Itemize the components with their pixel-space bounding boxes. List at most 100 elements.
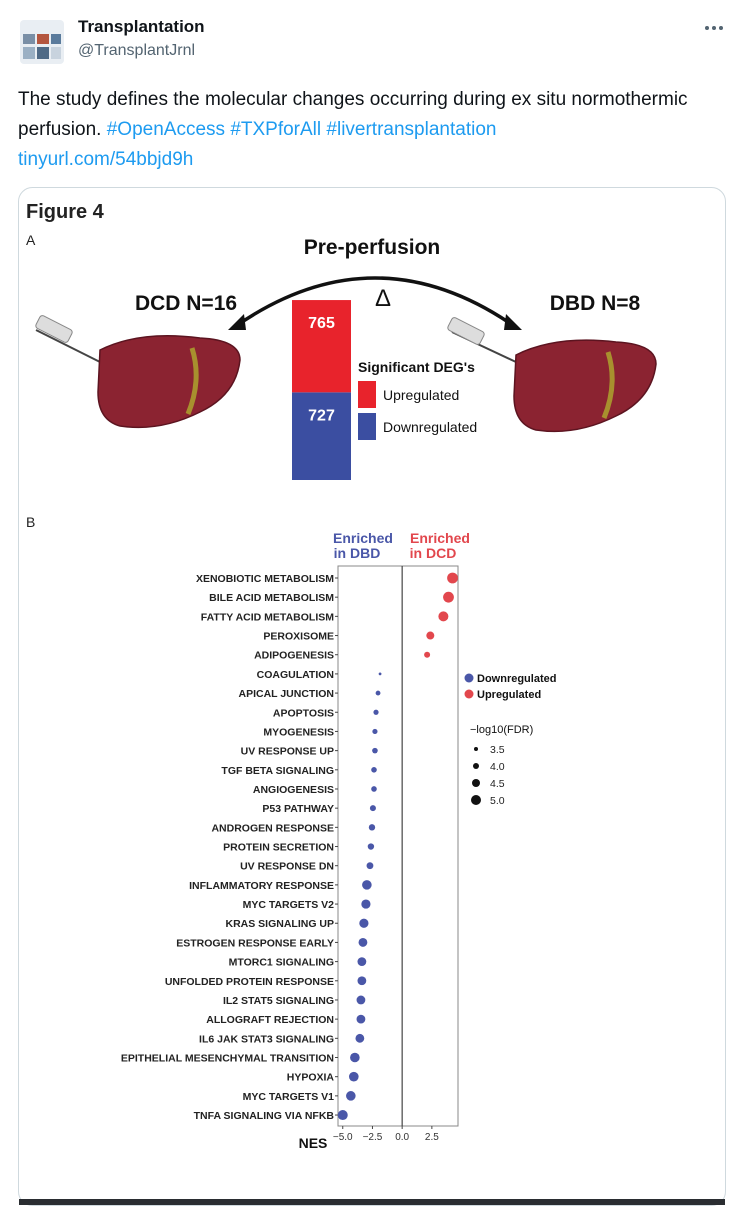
y-tick-label: XENOBIOTIC METABOLISM xyxy=(196,573,334,585)
hashtag[interactable]: #TXPforAll xyxy=(230,119,322,140)
media-bottom-bar xyxy=(19,1199,725,1205)
tweet-text: The study defines the molecular changes … xyxy=(18,85,733,175)
hashtag[interactable]: #OpenAccess xyxy=(106,119,226,140)
media-card xyxy=(18,187,726,1206)
y-tick-label: UV RESPONSE UP xyxy=(241,746,334,758)
size-legend-dot xyxy=(472,779,480,787)
y-tick-label: HYPOXIA xyxy=(287,1072,335,1084)
y-tick-label: IL2 STAT5 SIGNALING xyxy=(223,995,334,1007)
figure-title: Figure 4 xyxy=(26,201,105,223)
y-tick-label: P53 PATHWAY xyxy=(262,803,334,815)
panel-title: Pre-perfusion xyxy=(304,236,441,259)
avatar-tile xyxy=(37,47,49,59)
y-tick-label: BILE ACID METABOLISM xyxy=(209,592,334,604)
annotation: in DBD xyxy=(334,545,381,561)
legend-dot xyxy=(464,689,474,699)
dot xyxy=(359,918,369,928)
y-tick-label: EPITHELIAL MESENCHYMAL TRANSITION xyxy=(121,1053,334,1065)
dot xyxy=(371,767,377,773)
dot xyxy=(712,26,716,30)
dot xyxy=(367,843,375,850)
dot xyxy=(719,26,723,30)
link[interactable]: tinyurl.com/54bbjd9h xyxy=(18,149,194,170)
size-legend-dot xyxy=(474,747,478,751)
avatar-tile xyxy=(23,34,35,44)
y-tick-label: MYC TARGETS V1 xyxy=(243,1091,335,1103)
arrow-head xyxy=(228,314,246,330)
dot xyxy=(373,709,379,715)
y-tick-label: APOPTOSIS xyxy=(273,707,334,719)
y-tick-label: TNFA SIGNALING VIA NFKB xyxy=(194,1110,335,1122)
size-legend-dot xyxy=(471,795,481,805)
y-tick-label: ANDROGEN RESPONSE xyxy=(211,822,334,834)
hashtag[interactable]: #livertransplantation xyxy=(326,119,497,140)
dot xyxy=(447,572,458,584)
dot xyxy=(438,611,449,622)
barrel xyxy=(35,315,73,343)
author-handle[interactable]: @TransplantJrnl xyxy=(78,42,196,59)
dot xyxy=(355,1033,365,1043)
dot xyxy=(361,899,371,909)
dot xyxy=(705,26,709,30)
legend-swatch xyxy=(358,381,376,408)
y-tick-label: UV RESPONSE DN xyxy=(240,861,334,873)
dot xyxy=(357,957,367,966)
group-label: DBD N=8 xyxy=(550,292,641,315)
avatar-tile xyxy=(23,47,35,59)
legend-swatch xyxy=(358,413,376,440)
panel-label: A xyxy=(26,232,36,248)
dot xyxy=(356,1014,366,1024)
liver xyxy=(97,334,241,429)
size-legend-label: 3.5 xyxy=(490,744,505,756)
bar-segment xyxy=(292,300,351,393)
y-tick-label: MYC TARGETS V2 xyxy=(243,899,335,911)
legend-title: Significant DEG's xyxy=(358,359,475,375)
y-tick-label: MYOGENESIS xyxy=(263,726,334,738)
y-tick-label: UNFOLDED PROTEIN RESPONSE xyxy=(165,976,334,988)
dot xyxy=(369,805,376,812)
y-tick-label: IL6 JAK STAT3 SIGNALING xyxy=(199,1033,334,1045)
dot xyxy=(372,728,378,735)
plot-frame xyxy=(337,565,459,1127)
arrow-head xyxy=(504,314,522,330)
avatar-tile xyxy=(51,34,61,44)
size-legend-label: 5.0 xyxy=(490,795,505,807)
avatar[interactable] xyxy=(20,20,64,64)
bar-segment xyxy=(292,392,351,480)
author-name[interactable]: Transplantation xyxy=(78,17,205,36)
syringe xyxy=(35,315,101,363)
y-tick-label: ESTROGEN RESPONSE EARLY xyxy=(176,937,334,949)
dot xyxy=(346,1091,356,1101)
x-axis-label: NES xyxy=(299,1135,328,1151)
more-icon[interactable] xyxy=(703,20,727,36)
y-tick-label: INFLAMMATORY RESPONSE xyxy=(189,880,334,892)
syringe xyxy=(447,317,517,363)
liver xyxy=(513,339,657,433)
dot xyxy=(356,995,366,1005)
x-tick-label: −5.0 xyxy=(333,1132,353,1143)
arc-arrow xyxy=(235,276,515,328)
legend-dot xyxy=(464,673,474,683)
legend-label: Upregulated xyxy=(383,387,459,403)
dot xyxy=(424,651,431,658)
y-tick-label: PROTEIN SECRETION xyxy=(223,842,334,854)
bar-label: 727 xyxy=(308,407,335,424)
dot xyxy=(366,862,374,870)
dot xyxy=(362,880,372,890)
delta-symbol: Δ xyxy=(375,285,391,312)
y-tick-label: TGF BETA SIGNALING xyxy=(221,765,334,777)
dot xyxy=(368,824,376,831)
y-tick-label: KRAS SIGNALING UP xyxy=(225,918,334,930)
y-tick-label: MTORC1 SIGNALING xyxy=(229,957,334,969)
dot xyxy=(378,672,382,676)
y-tick-label: ANGIOGENESIS xyxy=(253,784,334,796)
y-tick-label: FATTY ACID METABOLISM xyxy=(201,611,334,623)
dot xyxy=(349,1071,359,1082)
y-tick-label: PEROXISOME xyxy=(263,631,334,643)
x-tick-label: 0.0 xyxy=(395,1132,409,1143)
size-legend-label: 4.5 xyxy=(490,778,505,790)
dot xyxy=(443,591,454,603)
avatar-tile xyxy=(51,47,61,59)
legend-label: Upregulated xyxy=(477,689,541,701)
